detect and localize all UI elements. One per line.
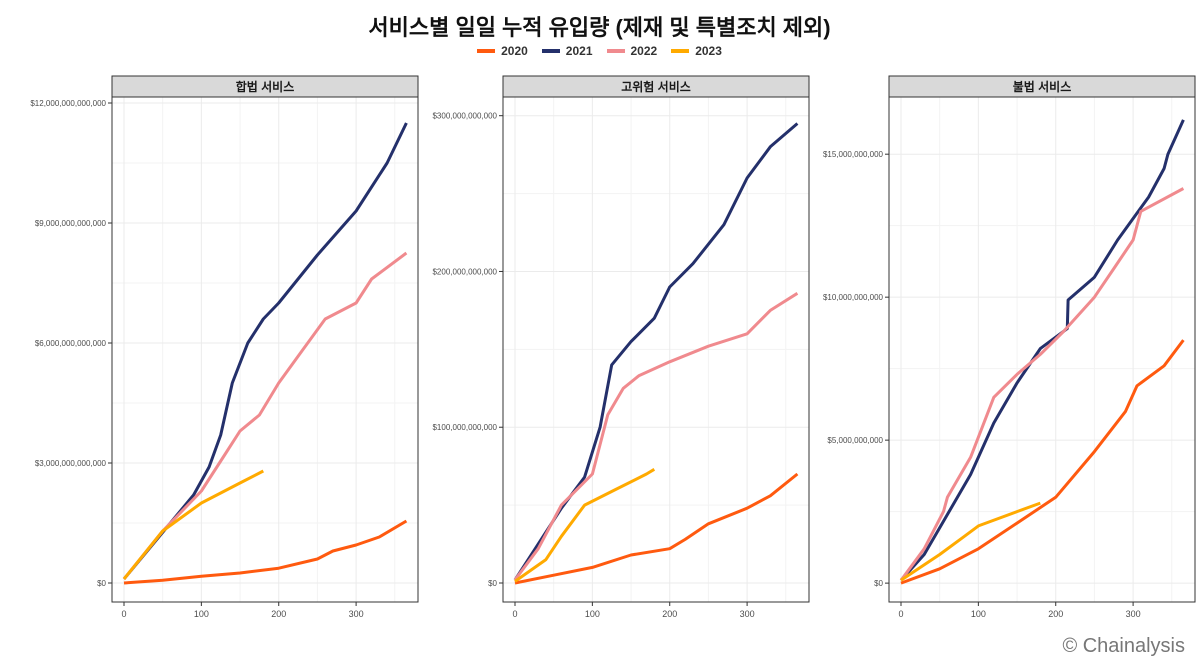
- y-tick-label: $5,000,000,000: [827, 436, 883, 445]
- legend-swatch: [477, 49, 496, 53]
- legend-label: 2022: [630, 44, 658, 58]
- y-tick-label: $10,000,000,000: [823, 293, 884, 302]
- legend-label: 2023: [695, 44, 722, 58]
- x-tick-label: 200: [662, 609, 677, 619]
- y-tick-label: $100,000,000,000: [432, 423, 497, 432]
- plot-panel: [112, 97, 418, 602]
- x-tick-label: 0: [898, 609, 903, 619]
- legend-item-2020: 2020: [477, 44, 528, 58]
- x-tick-label: 100: [585, 609, 600, 619]
- legend-item-2022: 2022: [606, 44, 658, 58]
- x-tick-label: 100: [194, 609, 209, 619]
- legend-item-2023: 2023: [671, 44, 722, 58]
- series-line-2023: [900, 501, 1041, 582]
- y-tick-label: $6,000,000,000,000: [35, 339, 107, 348]
- y-tick-label: $15,000,000,000: [823, 150, 884, 159]
- facet-label: 불법 서비스: [1013, 79, 1072, 94]
- panel-border: [111, 96, 419, 603]
- y-tick-label: $12,000,000,000,000: [30, 99, 106, 108]
- panel-border: [502, 96, 810, 603]
- facet-label: 합법 서비스: [236, 79, 295, 94]
- legend-swatch: [541, 49, 560, 53]
- credit-logo: © Chainalysis: [1062, 635, 1185, 657]
- series-line-2020: [123, 519, 408, 585]
- x-tick-label: 300: [1126, 609, 1141, 619]
- x-tick-label: 200: [271, 609, 286, 619]
- y-tick-label: $0: [97, 579, 106, 588]
- y-tick-label: $0: [488, 579, 497, 588]
- series-line-2023: [122, 469, 264, 580]
- panel-border: [888, 96, 1196, 603]
- y-tick-label: $9,000,000,000,000: [35, 219, 107, 228]
- series-line-2023: [514, 468, 656, 583]
- facet-label: 고위험 서비스: [621, 79, 691, 94]
- y-tick-label: $300,000,000,000: [432, 112, 497, 121]
- y-tick-label: $200,000,000,000: [432, 267, 497, 276]
- x-tick-label: 0: [121, 609, 126, 619]
- series-line-2020: [900, 339, 1185, 585]
- x-tick-label: 0: [512, 609, 517, 619]
- legend-label: 2021: [565, 44, 593, 58]
- legend: 2020 2021 2022 2023: [0, 44, 1199, 58]
- x-tick-label: 200: [1048, 609, 1063, 619]
- series-line-2020: [514, 472, 799, 585]
- y-tick-label: $0: [874, 579, 883, 588]
- series-line-2022: [899, 187, 1185, 582]
- legend-swatch: [606, 49, 625, 53]
- y-tick-label: $3,000,000,000,000: [35, 459, 107, 468]
- x-tick-label: 300: [349, 609, 364, 619]
- legend-item-2021: 2021: [541, 44, 593, 58]
- chart-title: 서비스별 일일 누적 유입량 (제재 및 특별조치 제외): [368, 15, 831, 40]
- series-line-2022: [122, 251, 408, 580]
- x-tick-label: 100: [971, 609, 986, 619]
- legend-label: 2020: [501, 44, 528, 58]
- legend-swatch: [671, 49, 690, 53]
- series-line-2022: [513, 292, 799, 581]
- x-tick-label: 300: [740, 609, 755, 619]
